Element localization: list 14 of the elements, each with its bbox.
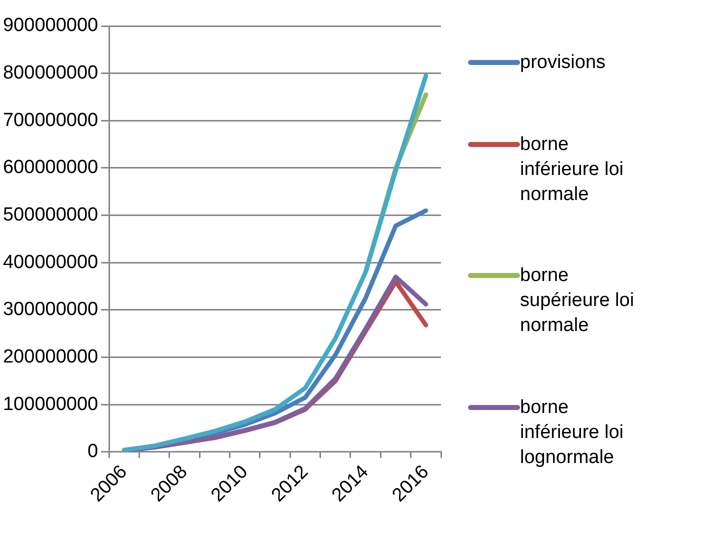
y-tick-label: 900000000 (2, 15, 98, 36)
y-tick-label: 200000000 (2, 346, 98, 368)
legend-label: borne inférieure loi lognormale (520, 396, 624, 470)
legend-label: borne supérieure loi normale (520, 264, 636, 338)
y-tick-label: 500000000 (2, 204, 98, 226)
y-tick-label: 400000000 (2, 252, 98, 273)
y-tick-label: 800000000 (2, 62, 98, 84)
legend-label: borne inférieure loi normale (520, 132, 624, 207)
y-tick-label: 700000000 (2, 110, 98, 131)
y-tick-label: 600000000 (2, 157, 98, 178)
y-tick-label: 0 (88, 441, 98, 462)
legend-label: provisions (520, 51, 607, 75)
y-tick-label: 300000000 (2, 299, 98, 320)
y-tick-label: 100000000 (2, 394, 98, 415)
